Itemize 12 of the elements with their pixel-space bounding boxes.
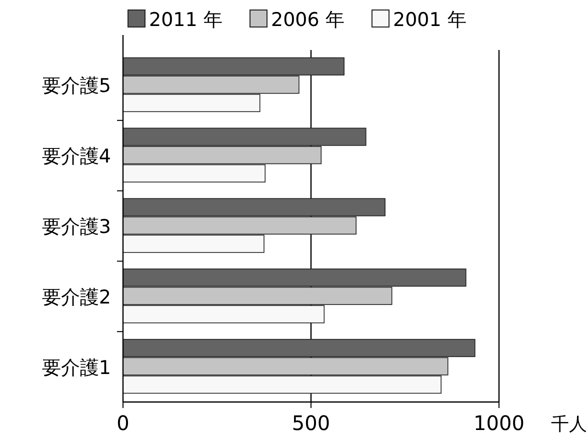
x-axis-title: 千人 (551, 414, 587, 435)
legend-label: 2006 年 (271, 9, 344, 31)
x-tick-label: 500 (292, 411, 330, 435)
y-tick-label: 要介護5 (42, 75, 111, 98)
x-tick-label: 0 (116, 411, 130, 435)
y-tick-label: 要介護3 (42, 216, 111, 238)
legend-label: 2001 年 (393, 9, 466, 31)
x-tick-label: 1000 (474, 411, 524, 435)
y-tick-label: 要介護1 (42, 356, 111, 379)
y-tick-label: 要介護2 (42, 286, 111, 308)
y-tick-label: 要介護4 (42, 146, 111, 168)
legend-label: 2011 年 (149, 9, 222, 31)
